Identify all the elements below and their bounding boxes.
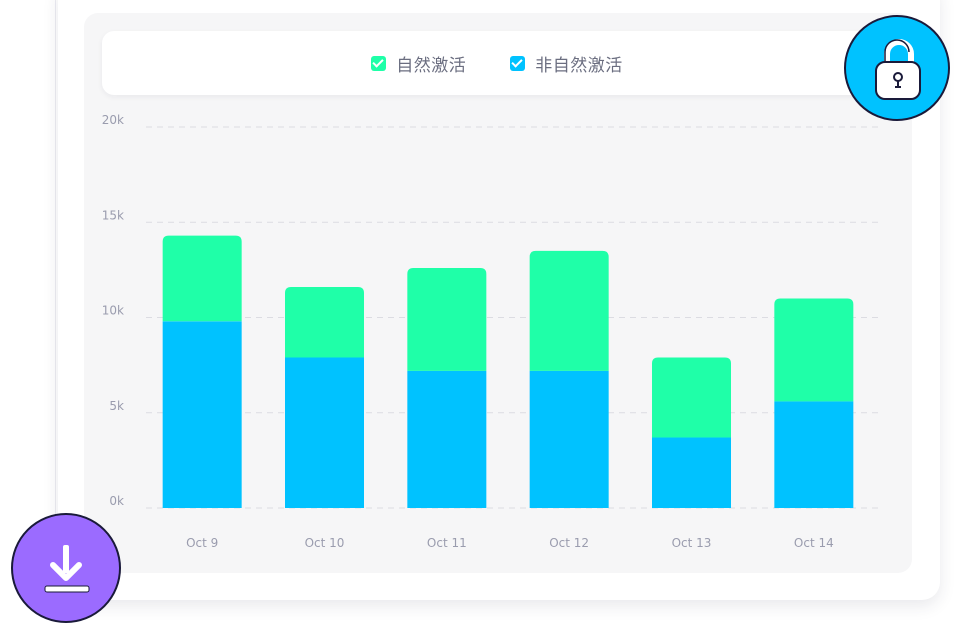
bar-segment[interactable]: [407, 267, 487, 371]
bar-segment[interactable]: [529, 370, 609, 508]
x-tick-label: Oct 11: [427, 536, 467, 550]
y-tick-label: 0k: [109, 494, 124, 508]
bar-segment[interactable]: [162, 235, 242, 322]
x-tick-label: Oct 10: [305, 536, 345, 550]
legend-checkbox-non-organic[interactable]: [510, 55, 526, 71]
sidebar-divider: [55, 0, 56, 560]
y-tick-label: 15k: [102, 208, 124, 222]
legend-item-non-organic[interactable]: 非自然激活: [510, 51, 623, 76]
bar-segment[interactable]: [774, 401, 854, 508]
legend-item-organic[interactable]: 自然激活: [371, 51, 466, 76]
x-tick-label: Oct 13: [672, 536, 712, 550]
bar-segment[interactable]: [652, 437, 731, 508]
legend-label-non-organic: 非自然激活: [535, 55, 623, 76]
download-icon: [44, 545, 90, 593]
bar-segment[interactable]: [774, 298, 854, 402]
bar-segment[interactable]: [285, 357, 364, 508]
x-axis: Oct 9 Oct 10 Oct 11 Oct 12 Oct 13 Oct 14: [186, 536, 834, 550]
bar-segment[interactable]: [162, 321, 242, 508]
bar-segment[interactable]: [652, 357, 731, 438]
download-button[interactable]: [11, 513, 121, 623]
x-tick-label: Oct 14: [794, 536, 834, 550]
lock-button[interactable]: [844, 15, 950, 121]
x-tick-label: Oct 12: [549, 536, 589, 550]
legend-label-organic: 自然激活: [396, 55, 467, 76]
lock-icon: [875, 39, 921, 100]
y-axis: 0k 5k 10k 15k 20k: [102, 113, 124, 508]
legend-checkbox-organic[interactable]: [371, 55, 387, 71]
y-tick-label: 5k: [109, 399, 124, 413]
grid-lines: [146, 126, 880, 509]
chart-legend: 自然激活 非自然激活: [102, 31, 892, 95]
bar-segment[interactable]: [407, 370, 487, 508]
bars: [162, 235, 854, 508]
y-tick-label: 10k: [102, 304, 124, 318]
bar-segment[interactable]: [529, 250, 609, 371]
bar-segment[interactable]: [285, 287, 364, 358]
x-tick-label: Oct 9: [186, 536, 218, 550]
y-tick-label: 20k: [102, 113, 124, 127]
